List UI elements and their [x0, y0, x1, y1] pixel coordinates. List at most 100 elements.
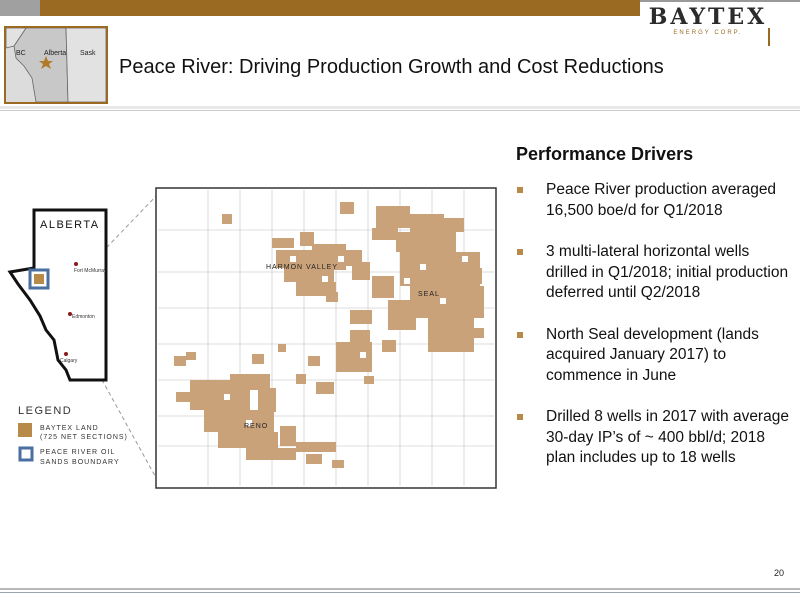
city-label-edmonton: Edmonton — [72, 314, 95, 320]
land-parcel — [444, 218, 464, 232]
land-parcel — [410, 286, 484, 318]
province-label: ALBERTA — [40, 219, 100, 231]
land-parcel — [316, 382, 334, 394]
city-dot-edmonton — [68, 312, 72, 316]
inset-map-graphic — [6, 28, 106, 102]
land-gap — [322, 276, 328, 282]
land-parcel — [252, 354, 264, 364]
land-parcel — [176, 392, 190, 402]
land-parcel — [350, 330, 370, 344]
land-gap — [246, 420, 252, 426]
land-gap — [360, 352, 366, 358]
page-title: Peace River: Driving Production Growth a… — [119, 56, 664, 78]
alberta-locator-map — [7, 208, 108, 382]
land-parcel — [284, 268, 334, 282]
logo-wordmark: BAYTEX — [648, 4, 768, 30]
legend-boundary-line2: SANDS BOUNDARY — [40, 459, 120, 466]
land-parcel — [332, 460, 344, 468]
land-gap — [440, 298, 446, 304]
land-parcel — [466, 328, 484, 338]
land-parcel — [278, 344, 286, 352]
land-parcel — [372, 276, 394, 298]
land-parcel — [388, 300, 416, 330]
land-parcel — [340, 202, 354, 214]
land-parcel — [246, 448, 296, 460]
header-divider-thin — [0, 110, 800, 111]
city-label-fort-mcmurray: Fort McMurray — [74, 268, 107, 274]
land-parcel — [410, 214, 444, 236]
map-legend: LEGEND BAYTEX LAND (725 NET SECTIONS) PE… — [18, 405, 128, 466]
land-gap — [462, 256, 468, 262]
baytex-land-marker — [34, 274, 44, 284]
performance-bullet-list: Peace River production averaged 16,500 b… — [514, 180, 794, 490]
header-bar-line — [640, 0, 800, 2]
star-icon — [39, 56, 53, 69]
footer-divider — [0, 588, 800, 590]
land-parcel — [326, 292, 338, 302]
land-parcel — [296, 442, 336, 452]
land-parcel — [456, 268, 482, 284]
header-bar-brown — [40, 0, 640, 16]
legend-swatch-boundary — [18, 446, 34, 462]
land-parcel — [372, 228, 398, 240]
land-gap — [404, 278, 410, 284]
logo-subtext: ENERGY CORP. — [673, 30, 743, 36]
land-parcel — [382, 340, 396, 352]
city-dot-fort-mcmurray — [74, 262, 78, 266]
bullet-square-icon — [517, 249, 523, 255]
logo-accent-line — [768, 28, 770, 46]
bullet-item: North Seal development (lands acquired J… — [514, 325, 794, 387]
land-parcel — [296, 374, 306, 384]
peace-river-map: ALBERTA Fort McMurray Edmonton Calgary L… — [7, 187, 497, 489]
bullet-text: Drilled 8 wells in 2017 with average 30-… — [546, 408, 789, 466]
city-label-calgary: Calgary — [60, 358, 78, 364]
land-parcel — [300, 232, 314, 246]
bullet-square-icon — [517, 331, 523, 338]
bullet-text: North Seal development (lands acquired J… — [546, 325, 759, 384]
land-parcel — [396, 232, 456, 252]
legend-land-line1: BAYTEX LAND — [40, 425, 99, 432]
inset-label-sask: Sask — [80, 50, 96, 57]
area-label-reno: RENO — [244, 423, 268, 430]
land-map-panel — [155, 187, 497, 489]
oil-sands-boundary-marker — [28, 268, 50, 290]
bullet-item: Drilled 8 wells in 2017 with average 30-… — [514, 407, 794, 469]
baytex-logo: BAYTEX ENERGY CORP. — [640, 2, 800, 48]
land-parcel — [218, 432, 278, 448]
land-gap — [420, 264, 426, 270]
land-parcel — [230, 374, 270, 390]
land-parcel — [306, 454, 322, 464]
city-dot-calgary — [64, 352, 68, 356]
performance-drivers-heading: Performance Drivers — [516, 144, 694, 164]
bullet-text: 3 multi-lateral horizontal wells drilled… — [546, 243, 789, 301]
inset-label-bc: BC — [16, 50, 26, 57]
bullet-text: Peace River production averaged 16,500 b… — [546, 181, 777, 219]
area-label-seal: SEAL — [418, 291, 440, 298]
land-parcel — [352, 262, 370, 280]
land-gap — [290, 256, 296, 262]
land-gap — [224, 394, 230, 400]
page-number: 20 — [773, 568, 784, 578]
land-parcel — [308, 356, 320, 366]
land-parcel — [280, 426, 296, 446]
bullet-square-icon — [517, 414, 523, 420]
inset-label-alberta: Alberta — [44, 50, 67, 57]
inset-location-map: BC Alberta Sask — [4, 26, 108, 104]
legend-boundary-line1: PEACE RIVER OIL — [40, 449, 115, 456]
header-divider — [0, 106, 800, 109]
area-label-harmon-valley: HARMON VALLEY — [266, 264, 338, 271]
bullet-item: 3 multi-lateral horizontal wells drilled… — [514, 242, 794, 304]
land-parcel — [376, 206, 410, 228]
legend-title: LEGEND — [18, 405, 72, 417]
bullet-item: Peace River production averaged 16,500 b… — [514, 180, 794, 221]
land-parcel — [350, 310, 372, 324]
land-parcel — [258, 388, 276, 412]
land-parcel — [336, 342, 372, 372]
land-parcel — [204, 410, 274, 432]
legend-land-line2: (725 NET SECTIONS) — [40, 434, 128, 441]
legend-swatch-land — [18, 423, 32, 437]
land-parcel — [174, 356, 186, 366]
land-parcel — [272, 238, 294, 248]
land-parcel — [222, 214, 232, 224]
land-parcel — [186, 352, 196, 360]
